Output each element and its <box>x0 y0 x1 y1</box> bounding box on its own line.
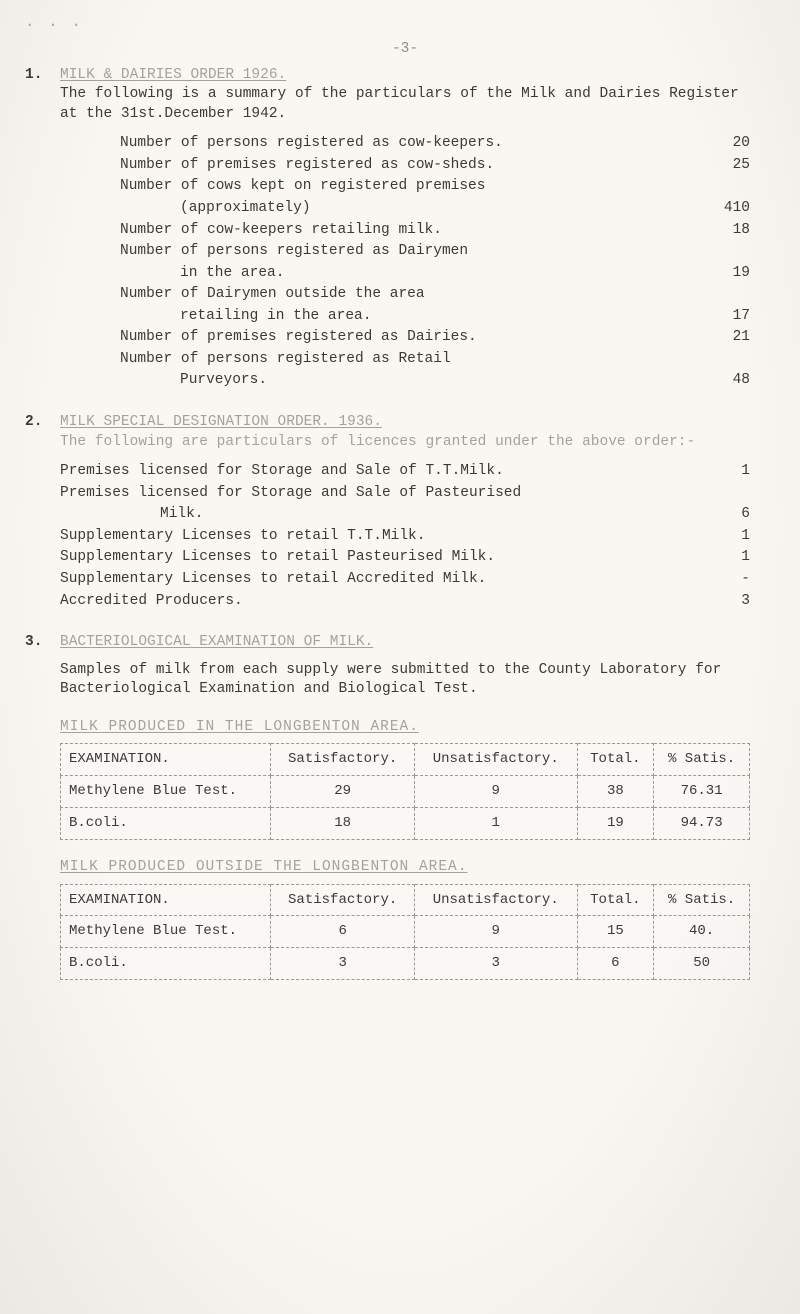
td: 1 <box>414 808 577 840</box>
th: EXAMINATION. <box>61 744 271 776</box>
td: 50 <box>654 948 750 980</box>
s1-row-val <box>690 285 750 305</box>
s1-row-val <box>690 177 750 197</box>
table-1: EXAMINATION. Satisfactory. Unsatisfactor… <box>60 743 750 840</box>
th: EXAMINATION. <box>61 884 271 916</box>
section-2-intro: The following are particulars of licence… <box>60 433 750 453</box>
margin-punch-marks: · · · <box>25 15 83 37</box>
s2-row-val: 1 <box>690 527 750 547</box>
s1-row-label: Number of Dairymen outside the area <box>120 285 690 305</box>
table1-title: MILK PRODUCED IN THE LONGBENTON AREA. <box>60 718 750 738</box>
s2-row-label: Accredited Producers. <box>60 592 690 612</box>
td: B.coli. <box>61 808 271 840</box>
s1-row-label: retailing in the area. <box>120 307 690 327</box>
td: 9 <box>414 916 577 948</box>
td: 6 <box>577 948 654 980</box>
td: 38 <box>577 776 654 808</box>
td: 94.73 <box>654 808 750 840</box>
s1-row-val: 21 <box>690 328 750 348</box>
s2-row-val: 6 <box>690 505 750 525</box>
s1-row-label: Purveyors. <box>120 371 690 391</box>
s1-row-val: 17 <box>690 307 750 327</box>
s2-row-label: Supplementary Licenses to retail T.T.Mil… <box>60 527 690 547</box>
th: Total. <box>577 884 654 916</box>
s1-row-val: 20 <box>690 134 750 154</box>
s1-row-val: 25 <box>690 156 750 176</box>
section-1-list: Number of persons registered as cow-keep… <box>60 134 750 391</box>
s1-row-label: in the area. <box>120 264 690 284</box>
s1-row-val: 48 <box>690 371 750 391</box>
s1-row-label: Number of persons registered as Retail <box>120 350 690 370</box>
td: 15 <box>577 916 654 948</box>
s1-row-val <box>690 350 750 370</box>
s1-row-label: Number of premises registered as Dairies… <box>120 328 690 348</box>
s2-row-val: 3 <box>690 592 750 612</box>
s2-row-label: Premises licensed for Storage and Sale o… <box>60 484 690 504</box>
table-header-row: EXAMINATION. Satisfactory. Unsatisfactor… <box>61 884 750 916</box>
section-1-intro: The following is a summary of the partic… <box>60 85 750 124</box>
s2-row-label: Supplementary Licenses to retail Accredi… <box>60 570 690 590</box>
section-2-title: MILK SPECIAL DESIGNATION ORDER. 1936. <box>60 413 750 433</box>
section-2: 2. MILK SPECIAL DESIGNATION ORDER. 1936.… <box>60 413 750 611</box>
s1-row-val: 19 <box>690 264 750 284</box>
section-3: 3. BACTERIOLOGICAL EXAMINATION OF MILK. … <box>60 633 750 980</box>
s1-row-label: Number of premises registered as cow-she… <box>120 156 690 176</box>
s1-row-val <box>690 242 750 262</box>
table-header-row: EXAMINATION. Satisfactory. Unsatisfactor… <box>61 744 750 776</box>
td: Methylene Blue Test. <box>61 776 271 808</box>
th: % Satis. <box>654 744 750 776</box>
table-row: B.coli. 3 3 6 50 <box>61 948 750 980</box>
td: 29 <box>271 776 415 808</box>
section-1-title: MILK & DAIRIES ORDER 1926. <box>60 66 750 86</box>
s1-row-val: 410 <box>690 199 750 219</box>
s2-row-label: Premises licensed for Storage and Sale o… <box>60 462 690 482</box>
td: 3 <box>414 948 577 980</box>
td: 18 <box>271 808 415 840</box>
section-1-num: 1. <box>25 66 42 86</box>
td: Methylene Blue Test. <box>61 916 271 948</box>
td: 3 <box>271 948 415 980</box>
th: Total. <box>577 744 654 776</box>
table-row: Methylene Blue Test. 6 9 15 40. <box>61 916 750 948</box>
s1-row-val: 18 <box>690 221 750 241</box>
table-row: B.coli. 18 1 19 94.73 <box>61 808 750 840</box>
s2-row-val: - <box>690 570 750 590</box>
s1-row-label: Number of cow-keepers retailing milk. <box>120 221 690 241</box>
table-row: Methylene Blue Test. 29 9 38 76.31 <box>61 776 750 808</box>
s2-row-label: Supplementary Licenses to retail Pasteur… <box>60 548 690 568</box>
s2-row-val: 1 <box>690 548 750 568</box>
s1-row-label: Number of cows kept on registered premis… <box>120 177 690 197</box>
section-3-num: 3. <box>25 633 42 653</box>
s2-row-val <box>690 484 750 504</box>
th: Unsatisfactory. <box>414 744 577 776</box>
section-3-para: Samples of milk from each supply were su… <box>60 661 750 700</box>
th: Satisfactory. <box>271 884 415 916</box>
td: 76.31 <box>654 776 750 808</box>
table-2: EXAMINATION. Satisfactory. Unsatisfactor… <box>60 884 750 981</box>
table2-title: MILK PRODUCED OUTSIDE THE LONGBENTON ARE… <box>60 858 750 878</box>
th: Unsatisfactory. <box>414 884 577 916</box>
section-1: 1. MILK & DAIRIES ORDER 1926. The follow… <box>60 66 750 391</box>
s1-row-label: (approximately) <box>120 199 690 219</box>
section-2-list: Premises licensed for Storage and Sale o… <box>60 462 750 611</box>
s1-row-label: Number of persons registered as cow-keep… <box>120 134 690 154</box>
td: 9 <box>414 776 577 808</box>
s2-row-label: Milk. <box>60 505 690 525</box>
s2-row-val: 1 <box>690 462 750 482</box>
td: 6 <box>271 916 415 948</box>
td: 40. <box>654 916 750 948</box>
th: % Satis. <box>654 884 750 916</box>
th: Satisfactory. <box>271 744 415 776</box>
page-number: -3- <box>60 40 750 60</box>
td: 19 <box>577 808 654 840</box>
s1-row-label: Number of persons registered as Dairymen <box>120 242 690 262</box>
td: B.coli. <box>61 948 271 980</box>
section-2-num: 2. <box>25 413 42 433</box>
section-3-title: BACTERIOLOGICAL EXAMINATION OF MILK. <box>60 633 750 653</box>
